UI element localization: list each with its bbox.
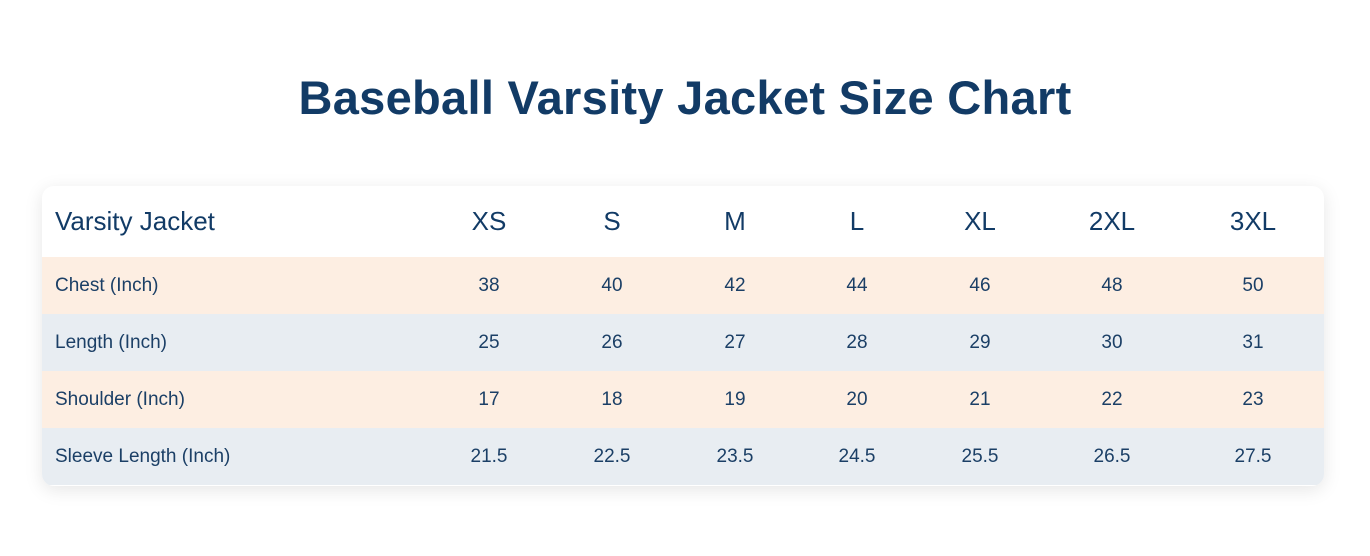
table-body: Chest (Inch) 38 40 42 44 46 48 50 Length (Inch) 2… <box>42 257 1324 485</box>
measurement-cell: 25.5 <box>918 428 1042 485</box>
measurement-cell: 27.5 <box>1182 428 1324 485</box>
page-title: Baseball Varsity Jacket Size Chart <box>298 71 1072 124</box>
measurement-cell: 23.5 <box>674 428 796 485</box>
measurement-cell: 48 <box>1042 257 1182 314</box>
measurement-cell: 27 <box>674 314 796 371</box>
measurement-cell: 38 <box>428 257 550 314</box>
row-label: Chest (Inch) <box>42 257 428 314</box>
measurement-cell: 29 <box>918 314 1042 371</box>
table-row: Length (Inch) 25 26 27 28 29 30 31 <box>42 314 1324 371</box>
row-label: Length (Inch) <box>42 314 428 371</box>
size-header: XL <box>964 206 996 236</box>
size-header: XS <box>471 206 507 236</box>
measurement-cell: 24.5 <box>796 428 918 485</box>
size-header: L <box>849 206 865 236</box>
row-label: Shoulder (Inch) <box>42 371 428 428</box>
size-header: M <box>724 206 746 236</box>
table-row: Shoulder (Inch) 17 18 19 20 21 22 23 <box>42 371 1324 428</box>
measurement-cell: 18 <box>550 371 674 428</box>
measurement-cell: 22.5 <box>550 428 674 485</box>
measurement-cell: 20 <box>796 371 918 428</box>
table-row: Sleeve Length (Inch) 21.5 22.5 23.5 24.5 25.5… <box>42 428 1324 485</box>
size-table: Varsity Jacket XS S M L XL 2XL 3XL Chest (Inch)… <box>42 186 1324 485</box>
measurement-cell: 22 <box>1042 371 1182 428</box>
measurement-cell: 46 <box>918 257 1042 314</box>
measurement-cell: 50 <box>1182 257 1324 314</box>
measurement-cell: 30 <box>1042 314 1182 371</box>
header-label: Varsity Jacket <box>55 206 215 236</box>
measurement-cell: 23 <box>1182 371 1324 428</box>
measurement-cell: 31 <box>1182 314 1324 371</box>
measurement-cell: 26.5 <box>1042 428 1182 485</box>
table-row: Chest (Inch) 38 40 42 44 46 48 50 <box>42 257 1324 314</box>
header-row: Varsity Jacket XS S M L XL 2XL 3XL <box>42 186 1324 257</box>
measurement-cell: 19 <box>674 371 796 428</box>
measurement-cell: 40 <box>550 257 674 314</box>
size-header: 3XL <box>1229 206 1277 236</box>
measurement-cell: 26 <box>550 314 674 371</box>
size-table-card: Varsity Jacket XS S M L XL 2XL 3XL Chest (Inch)… <box>42 186 1324 486</box>
measurement-cell: 44 <box>796 257 918 314</box>
size-header: S <box>603 206 621 236</box>
row-label: Sleeve Length (Inch) <box>42 428 428 485</box>
measurement-cell: 25 <box>428 314 550 371</box>
size-header: 2XL <box>1088 206 1136 236</box>
measurement-cell: 28 <box>796 314 918 371</box>
measurement-cell: 21 <box>918 371 1042 428</box>
measurement-cell: 21.5 <box>428 428 550 485</box>
measurement-cell: 42 <box>674 257 796 314</box>
measurement-cell: 17 <box>428 371 550 428</box>
